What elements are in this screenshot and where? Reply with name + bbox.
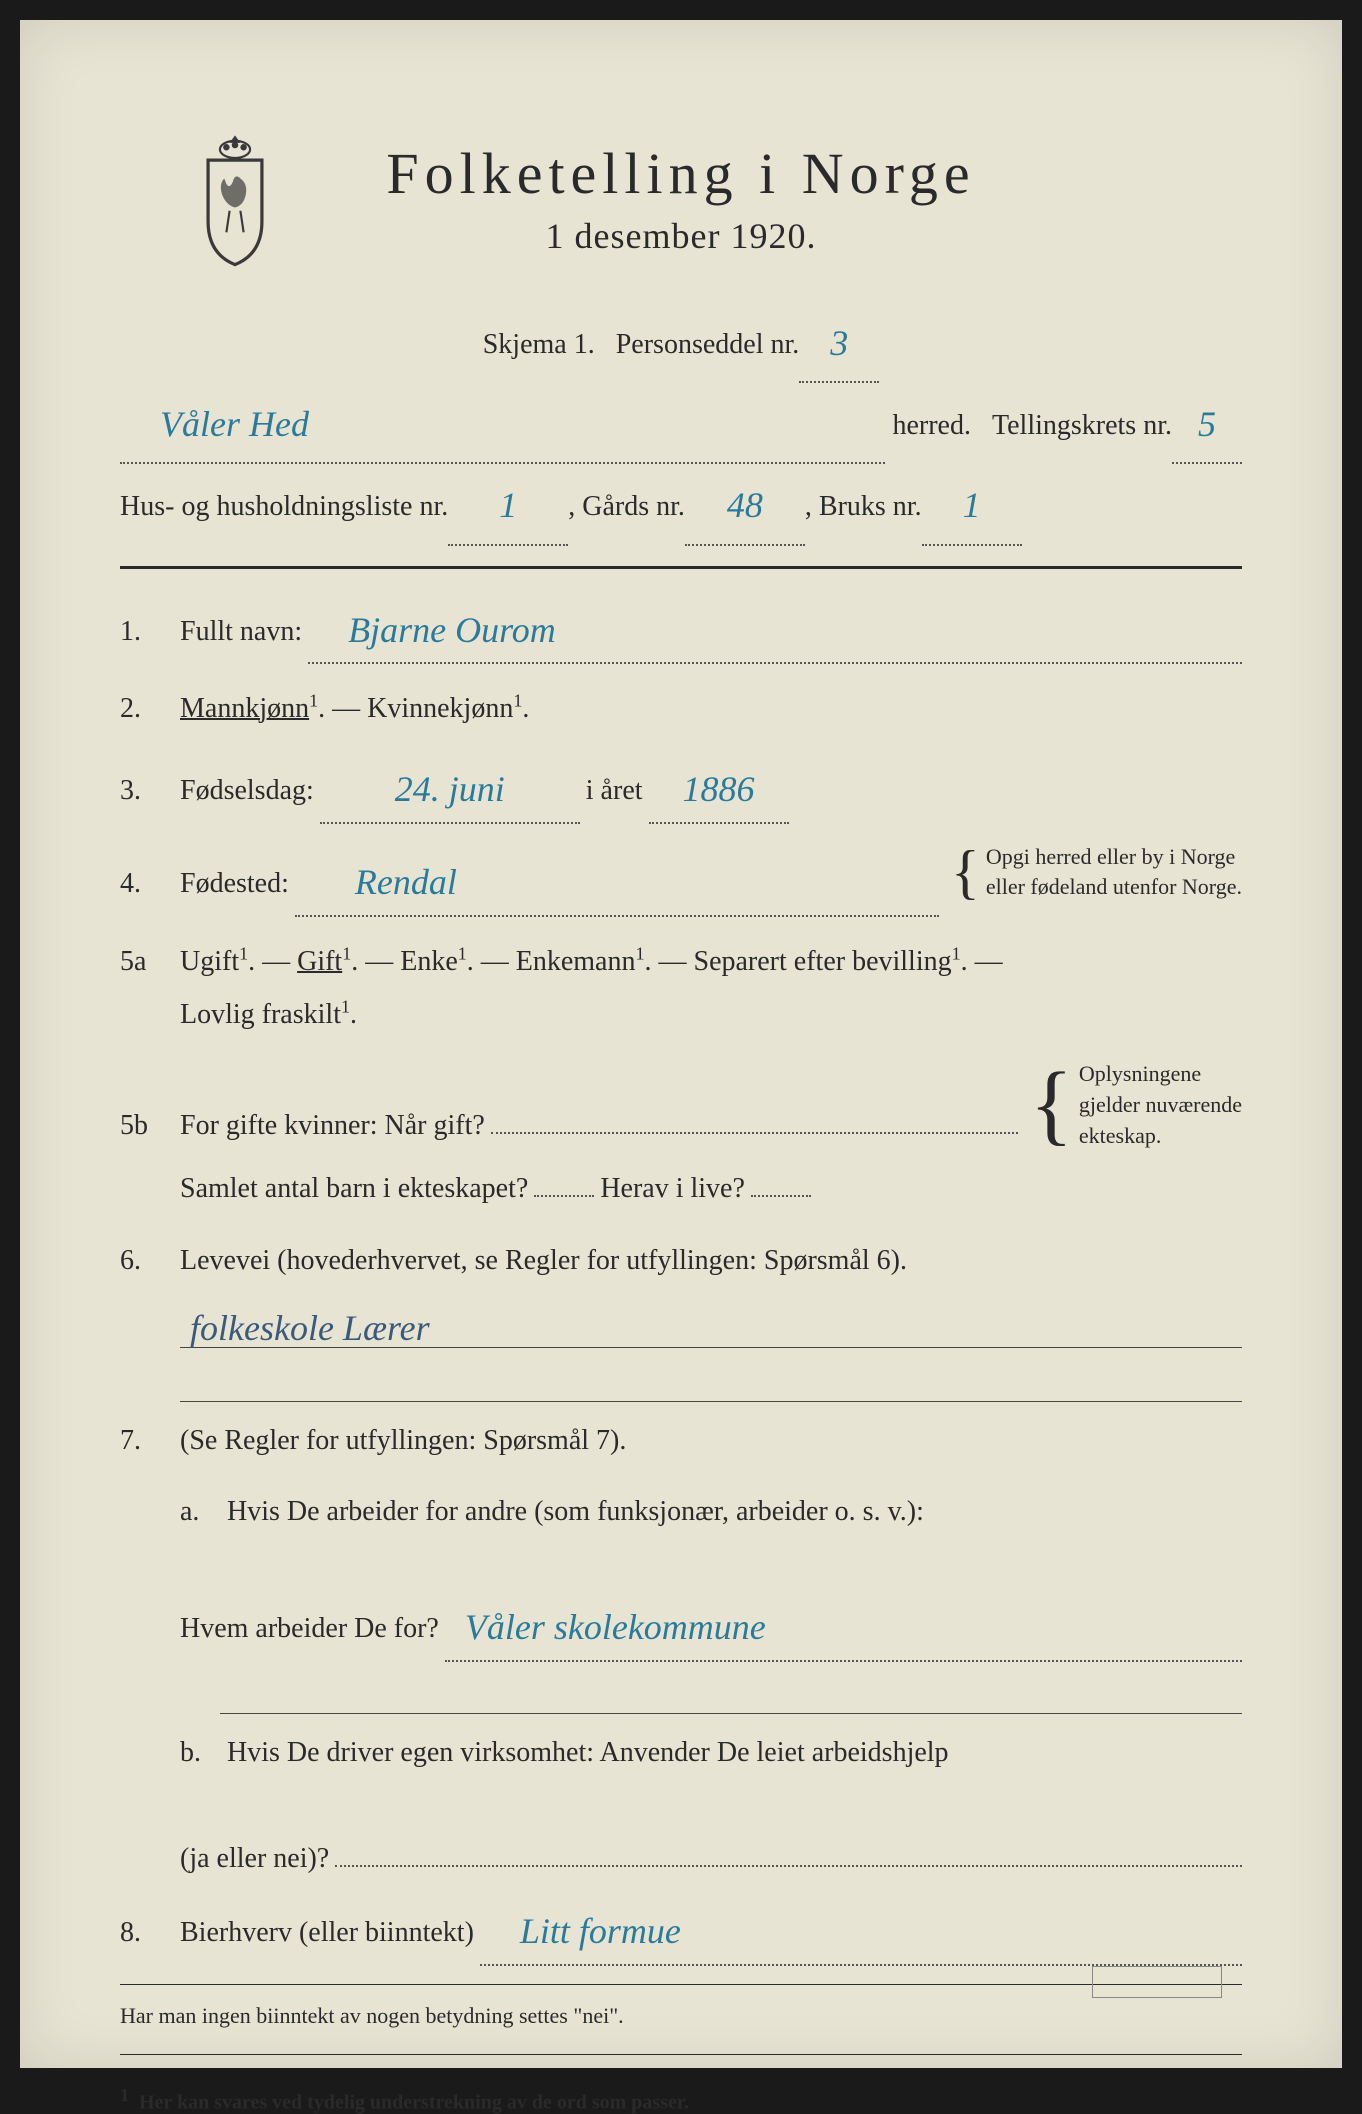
publisher-stamp	[1092, 1966, 1222, 1998]
divider-mid	[120, 1984, 1242, 1985]
question-7a: a. Hvis De arbeider for andre (som funks…	[180, 1485, 1242, 1662]
q3-year-label: i året	[586, 764, 643, 817]
q5a-opt6: Lovlig fraskilt	[180, 999, 341, 1030]
question-7: 7. (Se Regler for utfyllingen: Spørsmål …	[120, 1414, 1242, 1467]
meta-row-1: Skjema 1. Personseddel nr. 3	[120, 302, 1242, 383]
q2-sup1: 1	[309, 691, 318, 711]
census-form-page: Folketelling i Norge 1 desember 1920. Sk…	[20, 20, 1342, 2068]
q1-num: 1.	[120, 605, 180, 658]
question-7b: b. Hvis De driver egen virksomhet: Anven…	[180, 1726, 1242, 1886]
q7a-value: Våler skolekommune	[465, 1607, 766, 1647]
q4-num: 4.	[120, 857, 180, 910]
question-5a: 5a Ugift1. — Gift1. — Enke1. — Enkemann1…	[120, 935, 1242, 1041]
q7a-letter: a.	[180, 1485, 220, 1538]
q8-num: 8.	[120, 1906, 180, 1959]
personseddel-label: Personseddel nr.	[616, 314, 800, 376]
coat-of-arms-icon	[180, 130, 290, 270]
meta-row-3: Hus- og husholdningsliste nr. 1 , Gårds …	[120, 464, 1242, 545]
gards-value: 48	[727, 485, 763, 525]
bruks-value: 1	[963, 485, 981, 525]
tellingskrets-label: Tellingskrets nr.	[992, 395, 1172, 457]
q2-sep: —	[332, 693, 367, 724]
q5a-opt1: Ugift	[180, 946, 239, 977]
q4-value: Rendal	[355, 862, 457, 902]
q5a-opt3: Enke	[400, 946, 458, 977]
q5a-opt2: Gift	[297, 946, 342, 977]
herred-value: Våler Hed	[160, 404, 309, 444]
q2-sup2: 1	[513, 691, 522, 711]
q5a-num: 5a	[120, 935, 180, 988]
divider-top	[120, 566, 1242, 569]
q6-label: Levevei (hovederhvervet, se Regler for u…	[180, 1234, 1242, 1287]
q5b-num: 5b	[120, 1099, 180, 1152]
q6-num: 6.	[120, 1234, 180, 1287]
question-4: 4. Fødested: Rendal { Opgi herred eller …	[120, 842, 1242, 917]
q2-mann: Mannkjønn	[180, 693, 309, 724]
q7b-line1: Hvis De driver egen virksomhet: Anvender…	[227, 1737, 949, 1768]
question-2: 2. Mannkjønn1. — Kvinnekjønn1.	[120, 682, 1242, 735]
q5a-opt4: Enkemann	[516, 946, 636, 977]
q6-value: folkeskole Lærer	[190, 1308, 430, 1348]
form-metadata: Skjema 1. Personseddel nr. 3 Våler Hed h…	[120, 302, 1242, 546]
q5a-opt5: Separert efter bevilling	[694, 946, 952, 977]
q5b-line2b: Herav i live?	[600, 1162, 745, 1215]
husliste-label: Hus- og husholdningsliste nr.	[120, 476, 448, 538]
question-8: 8. Bierhverv (eller biinntekt) Litt form…	[120, 1895, 1242, 1965]
bruks-label: , Bruks nr.	[805, 476, 922, 538]
q6-answer-line-2	[180, 1360, 1242, 1402]
q3-day-value: 24. juni	[395, 769, 505, 809]
q7a-line1: Hvis De arbeider for andre (som funksjon…	[227, 1496, 924, 1527]
q7b-line2: (ja eller nei)?	[180, 1832, 329, 1885]
q6-answer-line: folkeskole Lærer	[180, 1305, 1242, 1348]
q2-kvinne: Kvinnekjønn	[367, 693, 513, 724]
question-1: 1. Fullt navn: Bjarne Ourom	[120, 594, 1242, 664]
q1-value: Bjarne Ourom	[348, 610, 556, 650]
meta-row-2: Våler Hed herred. Tellingskrets nr. 5	[120, 383, 1242, 464]
q4-label: Fødested:	[180, 857, 289, 910]
skjema-label: Skjema 1.	[483, 314, 595, 376]
footnote-nei: Har man ingen biinntekt av nogen betydni…	[120, 2003, 1242, 2029]
q2-num: 2.	[120, 682, 180, 735]
q5b-note: Oplysningene gjelder nuværende ekteskap.	[1079, 1059, 1242, 1151]
q1-label: Fullt navn:	[180, 605, 302, 658]
brace-icon-2: {	[1030, 1078, 1073, 1132]
form-header: Folketelling i Norge 1 desember 1920.	[120, 140, 1242, 257]
q7-num: 7.	[120, 1414, 180, 1467]
brace-icon: {	[951, 854, 980, 890]
q7-label: (Se Regler for utfyllingen: Spørsmål 7).	[180, 1414, 1242, 1467]
q3-year-value: 1886	[683, 769, 755, 809]
question-6: 6. Levevei (hovederhvervet, se Regler fo…	[120, 1234, 1242, 1287]
q7b-letter: b.	[180, 1726, 220, 1779]
q4-note: Opgi herred eller by i Norge eller fødel…	[986, 842, 1242, 904]
question-5b: 5b For gifte kvinner: Når gift? Samlet a…	[120, 1059, 1242, 1216]
question-3: 3. Fødselsdag: 24. juni i året 1886	[120, 753, 1242, 823]
q8-label: Bierhverv (eller biinntekt)	[180, 1906, 474, 1959]
q3-label: Fødselsdag:	[180, 764, 314, 817]
q7a-extra-line	[220, 1672, 1242, 1714]
q7a-line2: Hvem arbeider De for?	[180, 1602, 439, 1655]
herred-label: herred.	[892, 395, 971, 457]
husliste-value: 1	[499, 485, 517, 525]
divider-bottom	[120, 2054, 1242, 2055]
personseddel-value: 3	[830, 323, 848, 363]
footnote-instructions: 1 Her kan svares ved tydelig understrekn…	[120, 2085, 1242, 2114]
gards-label: , Gårds nr.	[568, 476, 685, 538]
q3-num: 3.	[120, 764, 180, 817]
q8-value: Litt formue	[520, 1911, 681, 1951]
q5b-line1: For gifte kvinner: Når gift?	[180, 1099, 485, 1152]
tellingskrets-value: 5	[1198, 404, 1216, 444]
q5b-line2: Samlet antal barn i ekteskapet?	[180, 1162, 528, 1215]
